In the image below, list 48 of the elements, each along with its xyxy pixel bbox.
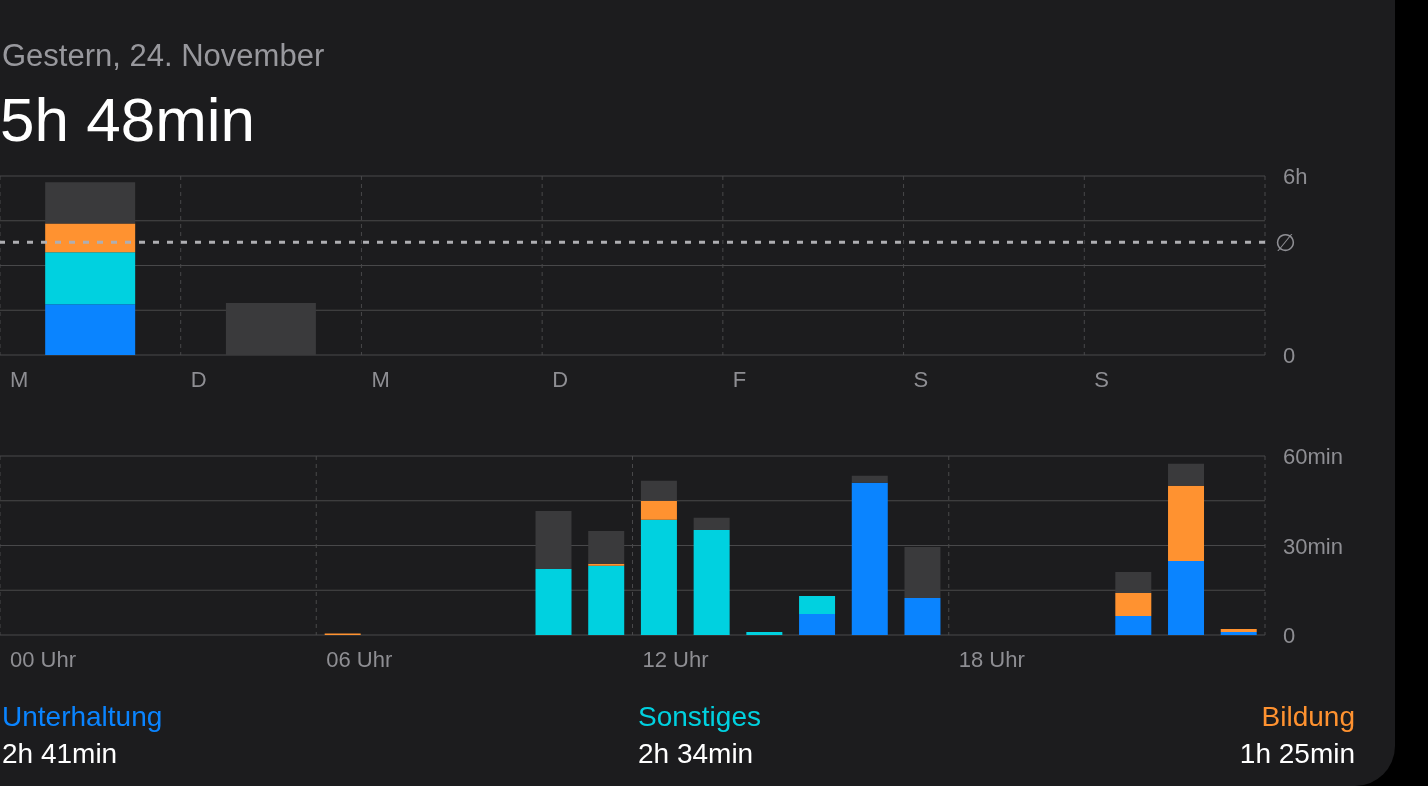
text: 2h 34min: [638, 737, 755, 771]
text: 2h 41min: [2, 737, 119, 771]
text: Unterhaltung: [2, 700, 163, 734]
chart-title: 5h 48min: [0, 84, 256, 155]
x-tick-label: M: [10, 367, 29, 392]
x-tick-label: F: [732, 367, 747, 392]
bar: [693, 517, 730, 530]
x-tick-label: 12 Uhr: [642, 647, 709, 672]
x-tick-label: 00 Uhr: [10, 647, 77, 672]
y-tick-label: 6h: [1283, 164, 1308, 189]
bar: [746, 632, 783, 635]
x-tick-label: 06 Uhr: [326, 647, 393, 672]
x-tick-label: D: [190, 367, 207, 392]
bar: [851, 475, 888, 483]
bar: [535, 510, 572, 570]
bar: [588, 530, 625, 564]
bar: [1168, 463, 1205, 486]
bar: [799, 614, 836, 635]
y-tick-label: 0: [1283, 623, 1296, 648]
bar: [1115, 615, 1152, 635]
y-tick-label: 30min: [1283, 533, 1343, 559]
x-tick-label: D: [552, 367, 569, 392]
x-tick-label: 18 Uhr: [958, 647, 1025, 672]
bar: [640, 519, 677, 635]
bar: [904, 546, 941, 599]
bar: [588, 565, 625, 635]
bar: [588, 563, 625, 566]
chart-subtitle: Gestern, 24. November: [2, 38, 325, 74]
x-tick-label: S: [913, 367, 929, 392]
x-tick-label: M: [371, 367, 390, 392]
text: 1h 25min: [1239, 737, 1355, 771]
text: Sonstiges: [638, 700, 761, 734]
y-tick-label: 0: [1283, 343, 1296, 368]
bar: [799, 595, 836, 615]
bar: [640, 480, 677, 501]
bar: [904, 598, 941, 635]
y-tick-label: 60min: [1283, 444, 1343, 469]
bar: [693, 529, 730, 635]
bar: [1115, 572, 1152, 593]
x-tick-label: S: [1094, 367, 1109, 392]
bar: [535, 569, 572, 635]
bar: [1168, 485, 1205, 562]
bar: [851, 482, 888, 635]
bar: [1115, 592, 1152, 616]
bar: [640, 500, 677, 520]
text: Bildung: [1260, 700, 1355, 734]
bar: [1168, 561, 1205, 635]
ref-line-label: ∅: [1275, 229, 1296, 257]
